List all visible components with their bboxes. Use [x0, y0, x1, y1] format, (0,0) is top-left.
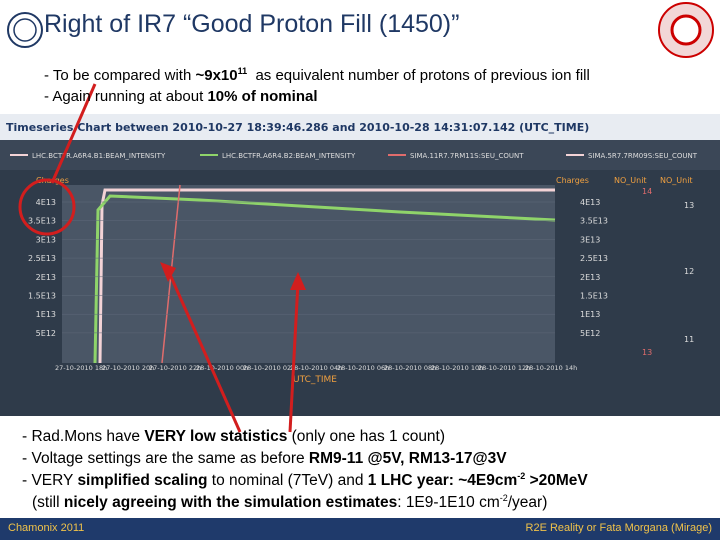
text-run: 1 LHC year: ~4E9cm [367, 472, 518, 490]
text-run: - VERY [22, 472, 78, 490]
right2-unit: NO_Unit [660, 176, 693, 185]
highlight-ellipse [18, 178, 76, 236]
left-tick-label: 5E12 [36, 329, 56, 338]
annotations [18, 83, 306, 433]
x-tick-label: 27-10-2010 22h [149, 364, 201, 372]
x-tick-label: 28-10-2010 14h [525, 364, 577, 372]
cern-logo-inner [13, 18, 37, 42]
right-tick-label: 3.5E13 [580, 217, 608, 226]
x-tick-label: 28-10-2010 04h [290, 364, 342, 372]
x-tick-label: 28-10-2010 00h [196, 364, 248, 372]
text-run: 11 [237, 66, 248, 76]
chart-screenshot: Timeseries Chart between 2010-10-27 18:3… [0, 114, 720, 416]
footer: Chamonix 2011 R2E Reality or Fata Morgan… [0, 518, 720, 540]
left-tick-label: 2.5E13 [28, 254, 56, 263]
right-tick-label: 1E13 [580, 310, 600, 319]
left-tick-label: 1.5E13 [28, 292, 56, 301]
x-tick-label: 28-10-2010 06h [337, 364, 389, 372]
bullet-line: - VERY simplified scaling to nominal (7T… [22, 471, 588, 490]
legend-label: SIMA.5R7.7RM09S:SEU_COUNT [588, 152, 698, 160]
text-run: RM9-11 @5V, RM13-17@3V [308, 449, 507, 467]
footer-left: Chamonix 2011 [8, 522, 85, 534]
chart-header-bar [0, 114, 720, 140]
right-tick-label: 1.5E13 [580, 292, 608, 301]
text-run: to nominal (7TeV) and [207, 472, 368, 490]
x-tick-label: 27-10-2010 20h [102, 364, 154, 372]
arrowhead [160, 262, 176, 282]
text-run: - Voltage settings are the same as befor… [22, 449, 309, 467]
right2-tick-label: 13 [642, 348, 652, 357]
x-tick-label: 28-10-2010 08h [384, 364, 436, 372]
beam1-trace [98, 188, 555, 364]
right-tick-label: 2E13 [580, 273, 600, 282]
legend-label: LHC.BCTFR.A6R4.B1:BEAM_INTENSITY [32, 152, 166, 160]
arrow [166, 269, 242, 433]
text-run: VERY low statistics [144, 428, 288, 445]
right-tick-label: 5E12 [580, 329, 600, 338]
left-tick-label: 3.5E13 [28, 217, 56, 226]
cern-logo [7, 12, 43, 48]
right-tick-label: 3E13 [580, 235, 600, 244]
right-unit: Charges [556, 176, 589, 185]
text-run: : 1E9-1E10 cm [397, 493, 500, 511]
right-tick-label: 2.5E13 [580, 254, 608, 263]
legend-label: SIMA.11R7.7RM11S:SEU_COUNT [410, 152, 524, 160]
slide-title: Right of IR7 “Good Proton Fill (1450)” [44, 10, 460, 38]
right-tick-label: 4E13 [580, 198, 600, 207]
text-run: - To be compared with [44, 67, 196, 84]
text-run: - Rad.Mons have [22, 428, 145, 445]
r2e-logo-core [670, 14, 702, 46]
text-run: (only one has 1 count) [287, 428, 446, 445]
right2-tick-label: 13 [684, 201, 694, 210]
arrow [50, 83, 97, 184]
right2-tick-label: 12 [684, 267, 694, 276]
right2-unit: NO_Unit [614, 176, 647, 185]
x-tick-label: 28-10-2010 02h [243, 364, 295, 372]
text-run: (still [32, 493, 64, 511]
arrowhead [290, 272, 306, 290]
left-tick-label: 1E13 [36, 310, 56, 319]
text-run: 10% of nominal [207, 88, 318, 105]
left-tick-label: 4E13 [36, 198, 56, 207]
text-run: simplified scaling [77, 472, 208, 490]
bullet-line: - Voltage settings are the same as befor… [22, 450, 507, 468]
text-run: ~9x10 [195, 67, 238, 84]
x-axis-label: UTC_TIME [293, 375, 337, 385]
text-run: /year) [507, 493, 548, 511]
left-tick-label: 2E13 [36, 273, 56, 282]
right2-tick-label: 11 [684, 335, 694, 344]
chart-header: Timeseries Chart between 2010-10-27 18:3… [6, 121, 589, 134]
legend-label: LHC.BCTFR.A6R4.B2:BEAM_INTENSITY [222, 152, 356, 160]
x-tick-label: 28-10-2010 10h [431, 364, 483, 372]
text-run: as equivalent number of protons of previ… [247, 67, 590, 84]
x-tick-label: 28-10-2010 12h [478, 364, 530, 372]
bullet-line: - Rad.Mons have VERY low statistics (onl… [22, 428, 445, 446]
left-tick-label: 3E13 [36, 235, 56, 244]
footer-right: R2E Reality or Fata Morgana (Mirage) [525, 522, 712, 534]
beam2-trace [93, 194, 556, 364]
text-run: -2 [517, 471, 526, 481]
bullet-line: - To be compared with ~9x1011 as equival… [44, 66, 590, 84]
plot-area [62, 185, 555, 363]
bullet-line: - Again running at about 10% of nominal [44, 88, 318, 105]
text-run: >20MeV [525, 472, 588, 490]
text-run: - Again running at about [44, 88, 208, 105]
bullet-line: (still nicely agreeing with the simulati… [32, 493, 547, 512]
x-tick-label: 27-10-2010 18h [55, 364, 107, 372]
arrow [288, 281, 300, 433]
chart-legend-bar [0, 140, 720, 170]
text-run: nicely agreeing with the simulation esti… [63, 493, 398, 511]
text-run: -2 [499, 492, 508, 503]
right2-tick-label: 14 [642, 187, 652, 196]
